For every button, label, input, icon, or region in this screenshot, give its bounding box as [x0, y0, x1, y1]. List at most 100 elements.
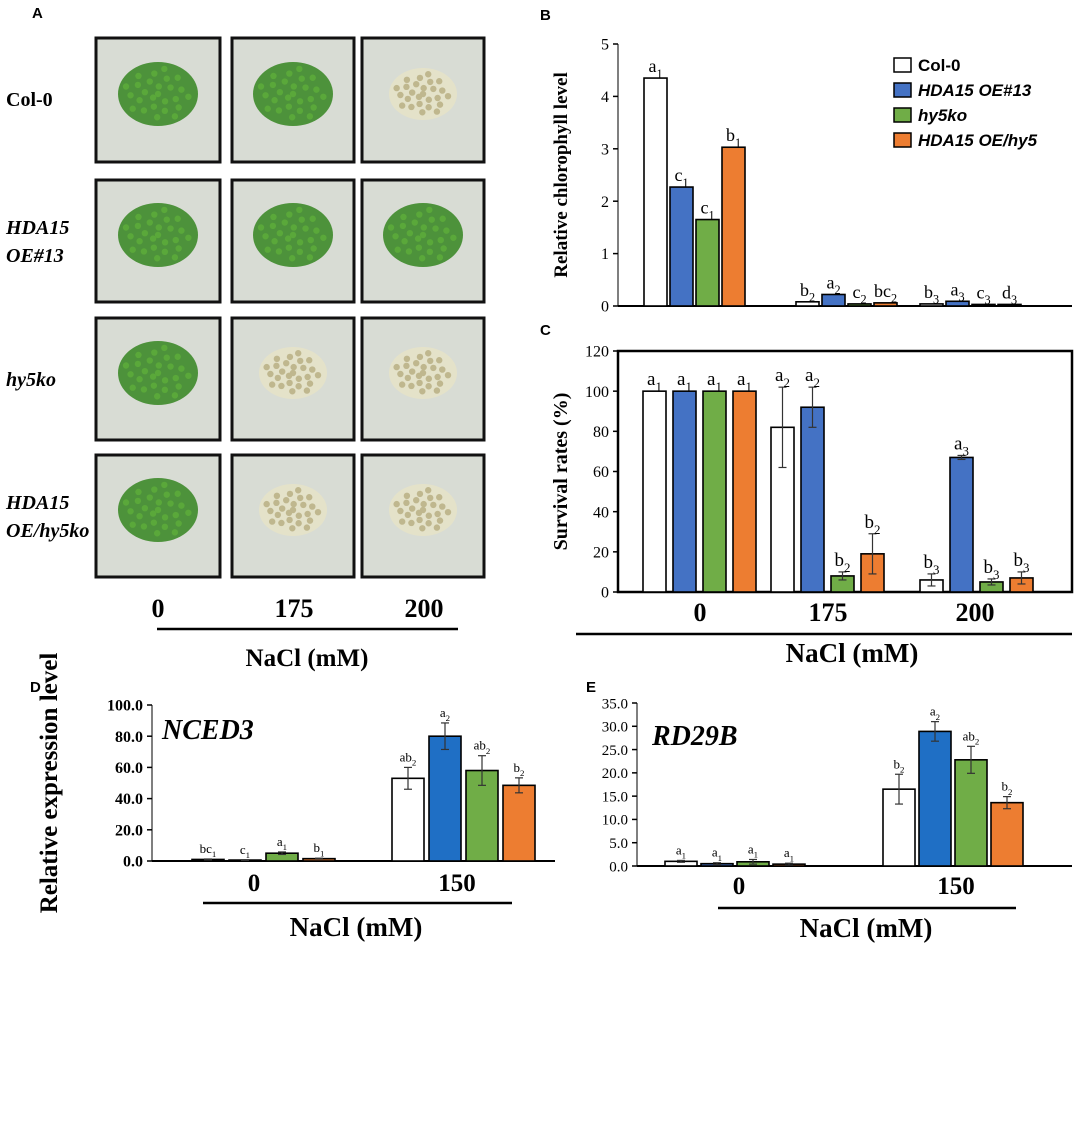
seedling-speck: [425, 512, 433, 519]
seedling-speck: [275, 107, 283, 114]
seedling-speck: [427, 78, 434, 86]
seedling-speck: [161, 481, 168, 489]
seedling-speck: [289, 388, 296, 395]
seedling-speck: [262, 233, 269, 240]
seedling-speck: [285, 244, 293, 251]
seedling-speck: [397, 507, 404, 515]
row-label: Col-0: [6, 89, 53, 111]
seedling-speck: [278, 368, 286, 375]
bar: [502, 784, 536, 862]
significance-letter: b3: [1014, 550, 1030, 575]
x-category-label: 200: [956, 598, 995, 627]
x-axis-title: NaCl (mM): [800, 913, 933, 943]
seedling-speck: [271, 97, 278, 104]
seedling-speck: [433, 387, 441, 394]
seedling-speck: [426, 248, 434, 256]
seedling-speck: [415, 244, 423, 251]
seedling-speck: [307, 95, 314, 103]
seedling-speck: [278, 382, 285, 390]
seedling-speck: [163, 354, 170, 361]
significance-letter: b2: [800, 280, 815, 305]
seedling-speck: [175, 383, 182, 390]
seedling-speck: [403, 499, 410, 507]
seedling-speck: [288, 114, 296, 121]
seedling-speck: [172, 374, 179, 382]
seedling-speck: [427, 357, 434, 365]
significance-letter: d3: [1002, 282, 1017, 307]
seedling-speck: [149, 94, 157, 101]
seedling-speck: [413, 359, 420, 367]
seedling-speck: [161, 386, 169, 394]
seedling-speck: [425, 71, 432, 78]
seedling-speck: [141, 229, 149, 237]
seedling-speck: [136, 238, 143, 245]
x-axis-title: NaCl (mM): [246, 645, 369, 672]
seedling-speck: [313, 86, 320, 93]
seedling-speck: [140, 523, 148, 530]
seedling-speck: [306, 494, 313, 501]
bar: [721, 146, 746, 307]
bar: [954, 759, 988, 867]
seedling-speck: [273, 355, 281, 363]
seedling-speck: [134, 360, 142, 368]
seedling-speck: [416, 353, 424, 361]
significance-letter: ab2: [963, 728, 980, 746]
seedling-speck: [278, 519, 285, 527]
seedling-plate: [94, 453, 222, 579]
seedling-speck: [440, 245, 447, 252]
seedling-speck: [286, 490, 294, 498]
seedling-speck: [151, 349, 158, 356]
bar: [918, 730, 952, 867]
seedling-speck: [172, 511, 179, 519]
seedling-speck: [303, 387, 311, 394]
seedling-speck: [281, 219, 288, 226]
seedling-speck: [404, 374, 412, 382]
seedling-speck: [306, 113, 314, 120]
x-axis-title: NaCl (mM): [290, 912, 423, 942]
seedling-speck: [146, 219, 153, 226]
seedling-speck: [155, 499, 163, 506]
seedling-speck: [387, 224, 395, 231]
seedling-speck: [425, 96, 433, 103]
seedling-speck: [140, 107, 148, 114]
seedling-speck: [397, 91, 404, 99]
seedling-speck: [290, 83, 298, 90]
panel-d-chart: D 0.0 20.0 40.0 60.0 80.0 100.0 Relative expres…: [30, 653, 555, 942]
seedling-speck: [185, 93, 192, 100]
seedling-speck: [307, 236, 314, 244]
seedling-speck: [129, 521, 136, 528]
seedling-speck: [285, 372, 293, 380]
seedling-speck: [416, 211, 423, 218]
seedling-speck: [444, 508, 452, 516]
seedling-plate: [230, 316, 356, 442]
bar: [873, 302, 898, 307]
seedling-speck: [304, 373, 311, 381]
seedling-speck: [289, 90, 297, 98]
gene-name: NCED3: [161, 715, 254, 746]
seedling-speck: [433, 108, 441, 115]
significance-letter: a1: [784, 845, 794, 863]
legend-label: hy5ko: [918, 106, 967, 125]
seedling-speck: [444, 92, 452, 100]
seedling-speck: [134, 81, 142, 89]
seedling-speck: [263, 500, 270, 508]
row-label: hy5ko: [6, 369, 56, 391]
seedling-speck: [297, 357, 304, 365]
seedling-speck: [425, 520, 432, 527]
seedling-speck: [175, 104, 182, 111]
seedling-speck: [134, 497, 142, 505]
seedling-speck: [444, 371, 452, 379]
x-category-label: 200: [405, 594, 444, 623]
significance-letter: a2: [930, 704, 940, 722]
legend-swatch: [893, 107, 912, 123]
seedling-speck: [420, 363, 427, 371]
seedling-speck: [309, 503, 316, 510]
seedling-speck: [296, 98, 304, 105]
seedling-speck: [309, 215, 316, 222]
bar: [702, 390, 727, 593]
seedling-speck: [309, 366, 316, 373]
seedling-speck: [154, 369, 162, 377]
seedling-speck: [161, 248, 169, 256]
y-tick-label: 4: [601, 89, 609, 106]
seedling-speck: [129, 246, 136, 253]
